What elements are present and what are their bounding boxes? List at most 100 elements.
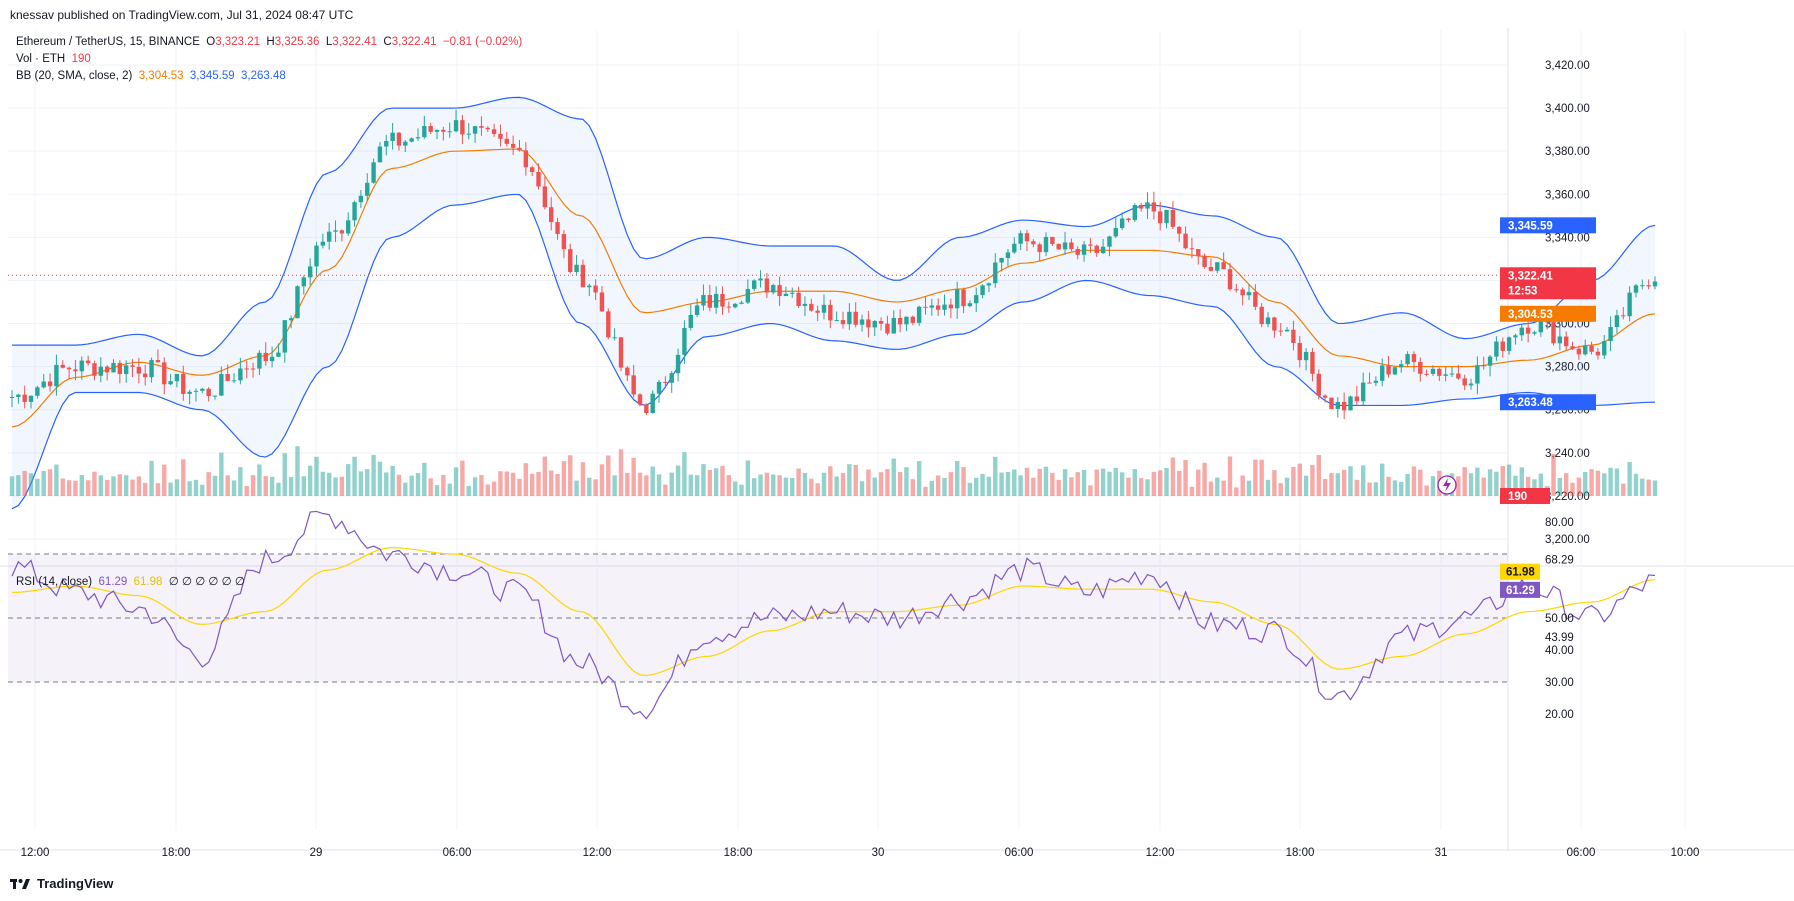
candle-body	[1437, 368, 1442, 376]
volume-bar	[1494, 471, 1499, 496]
candle-body	[1608, 326, 1613, 342]
candle-body	[1037, 244, 1042, 253]
candle-body	[200, 388, 205, 391]
volume-bar	[73, 480, 78, 496]
candle-body	[1646, 285, 1651, 287]
volume-bar	[574, 480, 579, 496]
candle-body	[536, 171, 541, 187]
candle-body	[606, 311, 611, 338]
candle-body	[739, 302, 744, 304]
candle-body	[1018, 233, 1023, 244]
candle-body	[1259, 306, 1264, 325]
volume-tag: 190	[1508, 491, 1527, 503]
candle-body	[1240, 289, 1245, 296]
volume-bar	[92, 471, 97, 496]
volume-bar	[764, 472, 770, 496]
candle-body	[872, 321, 877, 328]
candle-body	[1138, 204, 1144, 209]
volume-bar	[942, 477, 947, 496]
bb-upper-line	[12, 96, 1656, 357]
volume-bar	[561, 461, 567, 496]
rsi-label[interactable]: RSI (14, close)	[16, 576, 93, 588]
volume-bar	[85, 480, 91, 496]
volume-bar	[1278, 483, 1283, 496]
volume-bar	[1462, 467, 1467, 496]
candle-body	[935, 305, 941, 310]
candle-body	[1297, 342, 1302, 361]
volume-row[interactable]: Vol · ETH 190	[16, 51, 522, 68]
footer-brand: TradingView	[37, 876, 114, 891]
candle-body	[1278, 330, 1283, 332]
volume-bar	[1227, 456, 1233, 496]
candle-body	[225, 374, 230, 381]
candle-body	[1627, 292, 1632, 317]
volume-bar	[923, 486, 928, 496]
candle-body	[288, 318, 294, 321]
rsi-tag: 61.29	[1506, 585, 1535, 597]
volume-bar	[453, 467, 459, 496]
candle-body	[92, 363, 97, 376]
candle-body	[942, 304, 947, 310]
volume-bar	[491, 481, 497, 496]
rsi-tick-label: 43.99	[1545, 632, 1574, 644]
candle-body	[644, 404, 649, 414]
volume-bar	[250, 475, 256, 496]
volume-bar	[631, 457, 636, 496]
time-tick-label: 12:00	[21, 847, 50, 859]
bb-fill	[12, 97, 1655, 509]
volume-bar	[1456, 476, 1461, 496]
candle-body	[276, 352, 281, 357]
candle-body	[1551, 321, 1556, 344]
volume-bar	[1640, 478, 1645, 496]
price-tick-label: 3,240.00	[1545, 448, 1590, 460]
bb-label[interactable]: BB (20, SMA, close, 2)	[16, 70, 133, 82]
volume-bar	[694, 475, 700, 496]
volume-bar	[701, 464, 706, 496]
open-label: O	[206, 36, 216, 48]
volume-bar	[377, 461, 383, 496]
volume-bar	[1513, 475, 1518, 496]
volume-bar	[326, 472, 332, 496]
candle-body	[1380, 365, 1385, 381]
candle-body	[688, 314, 693, 328]
volume-bar	[1614, 468, 1620, 496]
candle-body	[1303, 351, 1309, 361]
candle-body	[1284, 329, 1290, 332]
rsi-tick-label: 30.00	[1545, 677, 1574, 689]
volume-bar	[1595, 470, 1601, 496]
candle-body	[961, 289, 966, 307]
volume-bar	[98, 475, 104, 496]
candle-body	[333, 230, 338, 232]
bb-lower-line	[11, 193, 1656, 510]
candle-body	[1177, 226, 1182, 234]
volume-bar	[1468, 473, 1474, 496]
candle-body	[809, 303, 814, 311]
volume-bar	[542, 456, 548, 496]
volume-bar	[333, 477, 338, 496]
volume-bar	[1075, 472, 1080, 496]
candle-body	[675, 354, 681, 374]
volume-bar	[460, 460, 465, 496]
symbol-name[interactable]: Ethereum / TetherUS, 15, BINANCE	[16, 36, 200, 48]
tradingview-footer[interactable]: TradingView	[10, 876, 113, 891]
candle-body	[28, 395, 34, 402]
volume-bar	[1043, 466, 1049, 496]
volume-bar	[999, 472, 1004, 496]
candle-body	[193, 390, 199, 392]
candle-body	[231, 380, 237, 382]
candle-body	[580, 264, 586, 288]
volume-bar	[136, 476, 142, 496]
volume-label[interactable]: Vol · ETH	[16, 53, 66, 65]
candle-body	[955, 289, 960, 309]
candle-body	[41, 381, 46, 388]
bb-upper-value: 3,345.59	[189, 70, 235, 82]
candle-body	[783, 293, 789, 297]
candle-body	[669, 373, 674, 383]
volume-bar	[1627, 461, 1632, 496]
rsi-legend[interactable]: RSI (14, close) 61.29 61.98 ∅ ∅ ∅ ∅ ∅ ∅	[16, 574, 245, 588]
symbol-row[interactable]: Ethereum / TetherUS, 15, BINANCE O3,323.…	[16, 34, 522, 51]
bb-row[interactable]: BB (20, SMA, close, 2) 3,304.53 3,345.59…	[16, 68, 522, 85]
candle-body	[517, 147, 522, 151]
candle-body	[1532, 332, 1537, 334]
